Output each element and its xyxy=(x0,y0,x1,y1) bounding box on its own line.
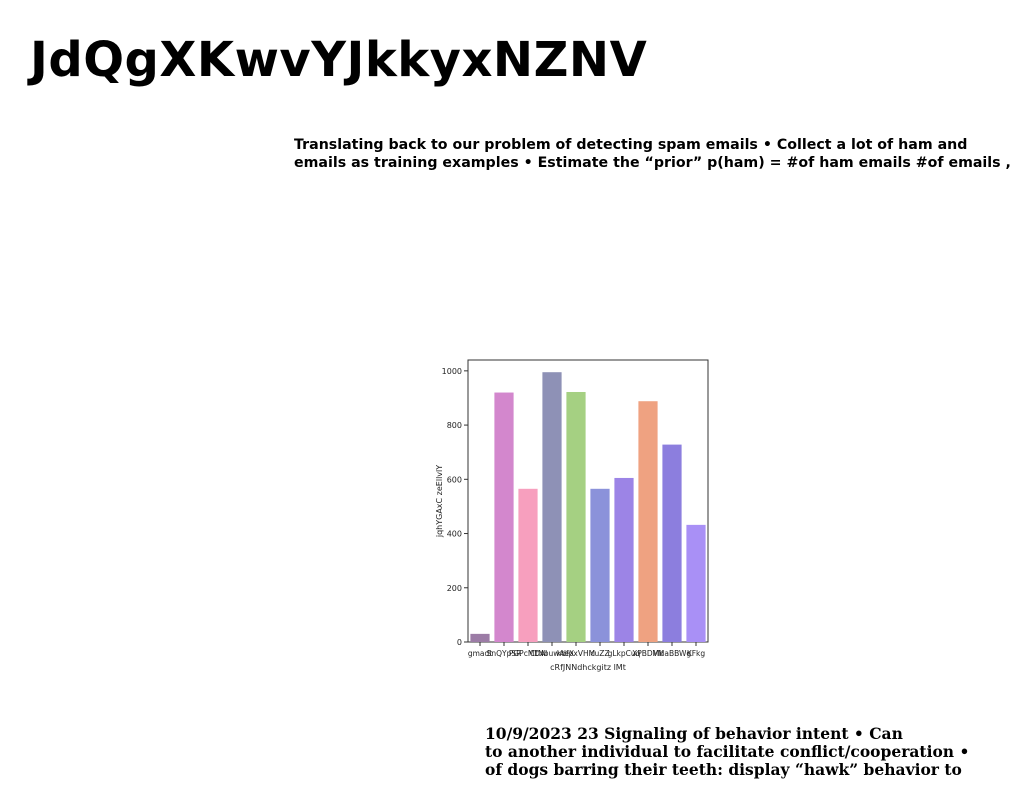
bar-10 xyxy=(686,524,706,642)
bottom-paragraph: 10/9/2023 23 Signaling of behavior inten… xyxy=(485,725,1015,779)
y-axis-label: jqhYGAxC zeEllvlY xyxy=(435,465,444,538)
y-tick-label: 600 xyxy=(447,475,462,484)
y-tick-label: 200 xyxy=(447,584,462,593)
top-paragraph-line: Translating back to our problem of detec… xyxy=(294,137,968,153)
y-tick-label: 1000 xyxy=(442,367,462,376)
x-tick-label: KFkg xyxy=(687,649,706,658)
x-tick-label: gmadt xyxy=(468,649,492,658)
x-tick-label: PGPcMDAl xyxy=(509,649,547,658)
x-tick-label: cuZZ xyxy=(590,649,609,658)
x-tick-label: XPBDMb xyxy=(632,649,664,658)
bar-5 xyxy=(566,391,586,642)
x-tick-label: VMaBBWg xyxy=(653,649,692,658)
x-tick-label: kdfpxVHM xyxy=(557,649,595,658)
bar-8 xyxy=(638,401,658,642)
y-tick-label: 400 xyxy=(447,530,462,539)
top-paragraph: Translating back to our problem of detec… xyxy=(294,136,1014,172)
bar-6 xyxy=(590,488,610,642)
bottom-paragraph-line: of dogs barring their teeth: display “ha… xyxy=(485,760,962,779)
bar-3 xyxy=(518,488,538,642)
bottom-paragraph-line: 10/9/2023 23 Signaling of behavior inten… xyxy=(485,724,903,743)
y-tick-label: 800 xyxy=(447,421,462,430)
bar-chart-svg: 0 200 400 600 800 1000 gmadtSnQYpSRPGPcMDAlCtN… xyxy=(435,359,709,672)
top-paragraph-line: emails as training examples • Estimate t… xyxy=(294,155,1011,171)
x-tick-label: gLkpCuq xyxy=(608,649,641,658)
bar-1 xyxy=(470,633,490,642)
x-tick-label: SnQYpSR xyxy=(487,649,522,658)
bar-9 xyxy=(662,444,682,642)
page-title: JdQgXKwvYJkkyxNZNV xyxy=(30,32,648,88)
plot-frame xyxy=(467,359,709,643)
bar-4 xyxy=(542,372,562,642)
x-axis-label: cRfJNNdhckgitz lMt xyxy=(550,663,626,672)
bar-7 xyxy=(614,477,634,642)
y-tick-label: 0 xyxy=(457,638,462,647)
bar-chart: 0 200 400 600 800 1000 gmadt SnQYpSR PGPcMDAl CtN… xyxy=(430,352,720,682)
bottom-paragraph-line: to another individual to facilitate conf… xyxy=(485,742,970,761)
x-tick-label: CtNbuwAeX xyxy=(530,649,574,658)
bar-2 xyxy=(494,392,514,642)
